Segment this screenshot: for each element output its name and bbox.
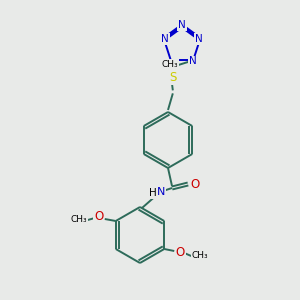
Text: O: O: [190, 178, 200, 190]
Text: N: N: [178, 20, 186, 30]
Text: N: N: [161, 34, 169, 44]
Text: CH₃: CH₃: [70, 214, 87, 224]
Text: O: O: [94, 211, 104, 224]
Text: H: H: [149, 188, 157, 198]
Text: O: O: [176, 245, 185, 259]
Text: N: N: [157, 187, 165, 197]
Text: N: N: [189, 56, 197, 66]
Text: S: S: [169, 71, 176, 84]
Text: N: N: [195, 34, 203, 44]
Text: CH₃: CH₃: [192, 250, 208, 260]
Text: CH₃: CH₃: [162, 60, 178, 69]
